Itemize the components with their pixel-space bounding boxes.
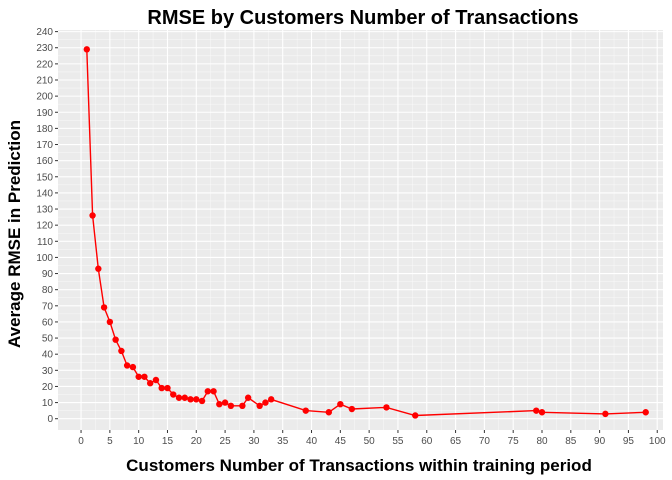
x-tick-label: 5 xyxy=(107,436,113,447)
data-point xyxy=(187,396,194,403)
data-point xyxy=(95,265,102,272)
data-point xyxy=(227,402,235,410)
x-tick-label: 10 xyxy=(133,436,145,447)
y-tick-label: 120 xyxy=(36,221,53,232)
y-axis-title: Average RMSE in Prediction xyxy=(5,120,24,348)
y-tick-label: 100 xyxy=(36,253,53,264)
data-point xyxy=(262,399,269,406)
x-tick-label: 85 xyxy=(565,436,577,447)
chart-title: RMSE by Customers Number of Transactions xyxy=(147,7,578,29)
series-layer xyxy=(83,46,649,419)
data-point xyxy=(256,402,263,410)
y-tick-label: 150 xyxy=(36,172,53,183)
x-axis: 0 5 10 15 20 25 30 35 40 45 50 55 60 65 70 75 80 85 90 95 10… xyxy=(78,430,666,447)
data-point xyxy=(175,394,183,401)
x-tick-label: 35 xyxy=(277,436,289,447)
y-tick-label: 0 xyxy=(47,414,53,425)
data-point xyxy=(383,404,390,411)
data-point xyxy=(158,384,165,392)
y-tick-label: 200 xyxy=(36,92,53,103)
data-point xyxy=(106,318,114,326)
y-tick-label: 90 xyxy=(42,269,54,280)
x-tick-label: 55 xyxy=(392,436,404,447)
y-tick-label: 110 xyxy=(37,237,53,248)
x-tick-label: 75 xyxy=(508,436,520,447)
y-tick-label: 40 xyxy=(42,350,54,361)
y-tick-label: 180 xyxy=(36,124,53,135)
data-point xyxy=(181,394,188,401)
data-point xyxy=(267,396,275,403)
data-point xyxy=(112,336,119,343)
data-point xyxy=(210,388,217,395)
y-tick-label: 160 xyxy=(36,156,53,167)
x-tick-label: 45 xyxy=(335,436,347,447)
data-point xyxy=(152,376,160,384)
x-tick-label: 80 xyxy=(536,436,548,447)
x-tick-label: 15 xyxy=(162,436,174,447)
data-point xyxy=(337,400,344,408)
x-axis-title: Customers Number of Transactions within … xyxy=(126,456,592,475)
data-point xyxy=(170,391,177,398)
y-tick-label: 240 xyxy=(36,27,53,38)
x-tick-label: 70 xyxy=(479,436,491,447)
data-point xyxy=(533,407,540,414)
y-tick-label: 80 xyxy=(42,285,54,296)
x-tick-label: 0 xyxy=(78,436,84,447)
x-tick-label: 30 xyxy=(248,436,260,447)
x-tick-label: 50 xyxy=(364,436,376,447)
data-point xyxy=(198,397,206,405)
y-tick-label: 20 xyxy=(42,382,54,393)
data-point xyxy=(602,410,609,418)
data-point xyxy=(118,347,125,355)
data-point xyxy=(348,405,356,413)
y-tick-label: 220 xyxy=(36,59,53,70)
x-tick-label: 20 xyxy=(191,436,203,447)
y-tick-label: 60 xyxy=(42,317,54,328)
x-tick-label: 90 xyxy=(594,436,606,447)
data-point xyxy=(642,409,649,416)
x-tick-label: 95 xyxy=(623,436,635,447)
data-point xyxy=(244,394,252,401)
x-tick-label: 65 xyxy=(450,436,462,447)
data-point xyxy=(135,373,142,380)
y-tick-label: 50 xyxy=(42,334,54,345)
data-point xyxy=(221,399,229,406)
data-point xyxy=(325,409,333,416)
y-tick-label: 140 xyxy=(36,188,53,199)
y-tick-label: 190 xyxy=(36,108,53,119)
data-point xyxy=(216,400,223,408)
y-tick-label: 30 xyxy=(42,366,54,377)
data-point xyxy=(89,212,96,219)
y-tick-label: 230 xyxy=(36,43,53,54)
y-tick-label: 10 xyxy=(42,398,54,409)
data-point xyxy=(83,46,91,53)
data-point xyxy=(239,402,246,410)
x-tick-label: 60 xyxy=(421,436,433,447)
data-point xyxy=(164,384,171,392)
y-tick-label: 70 xyxy=(42,301,54,312)
data-point xyxy=(123,362,131,369)
major-gridlines xyxy=(58,30,663,430)
x-tick-label: 40 xyxy=(306,436,318,447)
y-tick-label: 170 xyxy=(36,140,53,151)
data-point xyxy=(193,396,200,403)
data-point xyxy=(412,412,419,419)
data-point xyxy=(302,407,309,414)
y-tick-label: 130 xyxy=(36,205,53,216)
data-point xyxy=(141,373,148,380)
data-point xyxy=(129,363,137,371)
data-point xyxy=(100,304,108,311)
y-axis: 0 10 20 30 40 50 60 70 80 90 100 110 120 130 140 150 160… xyxy=(36,27,58,425)
data-point xyxy=(204,388,212,395)
data-point xyxy=(146,380,154,387)
x-tick-label: 100 xyxy=(649,436,666,447)
x-tick-label: 25 xyxy=(220,436,232,447)
data-point xyxy=(538,409,546,416)
y-tick-label: 210 xyxy=(36,76,53,87)
